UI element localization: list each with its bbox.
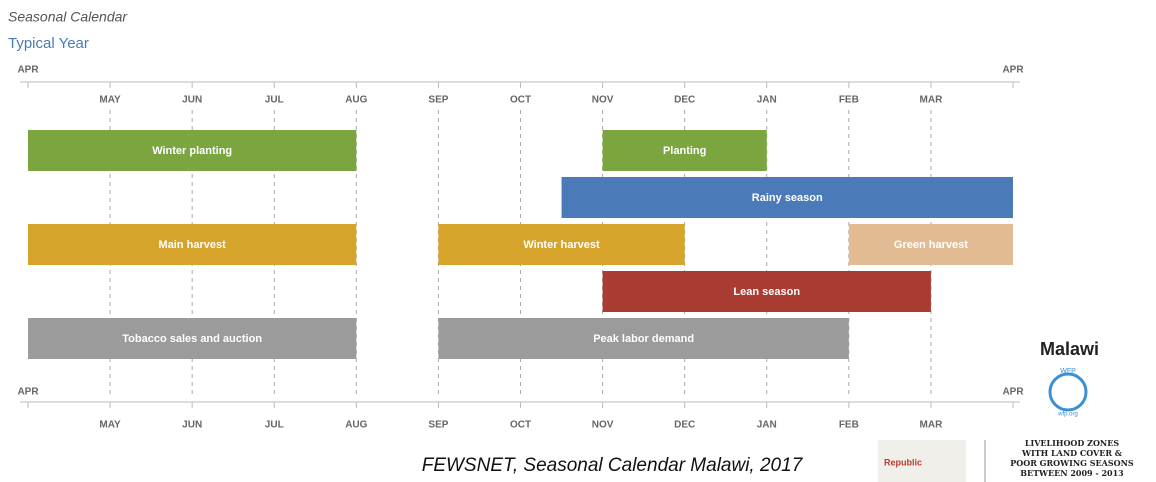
x-tick-label: FEB: [839, 420, 859, 431]
bar-label: Tobacco sales and auction: [122, 333, 262, 345]
bar: [28, 224, 357, 265]
x-tick-label: APR: [17, 65, 39, 76]
bar: [602, 130, 767, 171]
bar-label: Lean season: [733, 286, 800, 298]
x-tick-label: DEC: [674, 420, 695, 431]
x-tick-label: APR: [1002, 65, 1024, 76]
bar: [848, 224, 1013, 265]
bar-label: Peak labor demand: [593, 333, 694, 345]
x-tick-label: OCT: [510, 95, 531, 106]
x-tick-label: JUN: [182, 95, 202, 106]
x-tick-label: OCT: [510, 420, 531, 431]
x-tick-label: AUG: [345, 95, 367, 106]
map-title: WITH LAND COVER &: [1021, 448, 1123, 458]
x-tick-label: JAN: [757, 95, 777, 106]
wfp-logo: [1048, 372, 1088, 412]
wfp-text: WFP: [1060, 368, 1076, 375]
map-title: LIVELIHOOD ZONES: [1025, 438, 1119, 448]
inset-country: Malawi: [1040, 339, 1099, 359]
map-title: BETWEEN 2009 - 2013: [1020, 468, 1124, 478]
x-tick-label: JAN: [757, 420, 777, 431]
bar: [438, 224, 685, 265]
x-tick-label: JUL: [265, 420, 284, 431]
chart-title: Seasonal Calendar: [8, 9, 128, 25]
bar-label: Green harvest: [894, 239, 968, 251]
map-text: Republic: [884, 457, 922, 467]
x-tick-label: MAY: [99, 420, 121, 431]
x-tick-label: DEC: [674, 95, 695, 106]
bar-label: Rainy season: [752, 192, 823, 204]
x-tick-label: APR: [17, 387, 39, 398]
bar: [438, 318, 849, 359]
bar-label: Main harvest: [159, 239, 227, 251]
x-tick-label: MAR: [920, 95, 944, 106]
x-tick-label: MAY: [99, 95, 121, 106]
x-tick-label: APR: [1002, 387, 1024, 398]
wfp-url: wfp.org: [1057, 412, 1078, 418]
inset: Malawi WFP wfp.org Republic LIVELIHOOD Z…: [878, 339, 1134, 482]
map-thumb: [878, 440, 966, 482]
bar: [28, 130, 357, 171]
x-tick-label: SEP: [428, 95, 448, 106]
bar-label: Planting: [663, 145, 706, 157]
x-tick-label: JUL: [265, 95, 284, 106]
x-tick-label: NOV: [592, 420, 614, 431]
x-tick-label: NOV: [592, 95, 614, 106]
x-tick-label: JUN: [182, 420, 202, 431]
chart-subtitle: Typical Year: [8, 35, 89, 52]
x-tick-label: SEP: [428, 420, 448, 431]
bar-label: Winter planting: [152, 145, 232, 157]
map-title: POOR GROWING SEASONS: [1010, 458, 1134, 468]
bar-label: Winter harvest: [523, 239, 600, 251]
x-tick-label: MAR: [920, 420, 944, 431]
x-tick-label: AUG: [345, 420, 367, 431]
bar: [28, 318, 357, 359]
bar: [561, 177, 1013, 218]
caption: FEWSNET, Seasonal Calendar Malawi, 2017: [422, 455, 804, 476]
x-tick-label: FEB: [839, 95, 859, 106]
bar: [602, 271, 931, 312]
